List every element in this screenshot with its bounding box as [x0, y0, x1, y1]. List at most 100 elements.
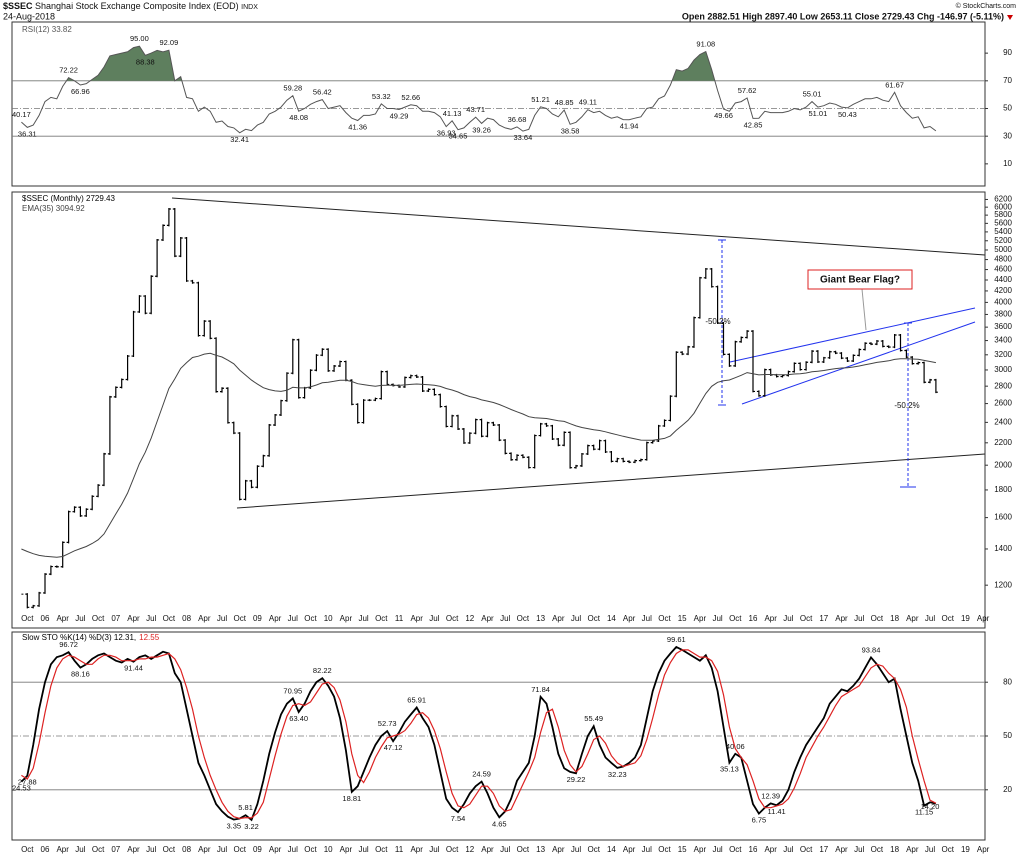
price-bar	[96, 484, 101, 498]
y-tick-label: 2800	[994, 381, 1012, 390]
data-label: 52.66	[401, 93, 420, 102]
price-bar	[196, 281, 201, 337]
x-tick-label: Oct	[871, 845, 884, 854]
price-bar	[869, 342, 873, 346]
price-bar	[385, 370, 390, 386]
data-label: 66.96	[71, 87, 90, 96]
data-label: 55.49	[584, 714, 603, 723]
x-tick-label: Apr	[906, 845, 919, 854]
x-tick-label: Apr	[623, 614, 636, 623]
data-label: 24.53	[12, 784, 31, 793]
price-bar	[697, 276, 702, 319]
x-tick-label: Apr	[198, 845, 211, 854]
price-bar	[579, 452, 584, 467]
price-bar	[633, 459, 637, 464]
price-bar	[119, 378, 124, 389]
price-bar	[143, 295, 148, 315]
data-label: 61.67	[885, 80, 904, 89]
data-label: 63.40	[289, 714, 308, 723]
x-tick-label: Oct	[871, 614, 884, 623]
data-label: 36.93	[437, 129, 456, 138]
data-label: 5.81	[238, 803, 253, 812]
y-tick-label: 4800	[994, 255, 1012, 264]
price-bar	[284, 372, 289, 402]
price-bar	[184, 236, 189, 282]
price-bar	[874, 340, 879, 346]
trendlines	[171, 197, 986, 509]
price-bar	[444, 405, 449, 428]
price-bar	[220, 387, 224, 393]
price-bar	[43, 573, 47, 594]
data-label: 55.01	[803, 90, 822, 99]
x-tick-label: Oct	[517, 845, 530, 854]
legend: Slow STO %K(14) %D(3) 12.31, 12.55	[22, 633, 160, 642]
price-bar	[886, 345, 891, 349]
data-label: 38.58	[561, 126, 580, 135]
x-tick-label: Apr	[127, 614, 140, 623]
price-bar	[37, 591, 42, 607]
x-tick-label: Jul	[75, 614, 85, 623]
price-bar	[833, 350, 838, 355]
x-tick-label: Apr	[764, 614, 777, 623]
price-bar	[314, 354, 319, 372]
x-tick-label: 11	[395, 614, 404, 623]
channel-lower	[741, 321, 976, 405]
data-label: 18.81	[342, 794, 361, 803]
data-label: 3.22	[244, 822, 259, 831]
data-label: 24.59	[472, 770, 491, 779]
y-tick-label: 1600	[994, 513, 1012, 522]
price-bar	[273, 413, 278, 427]
data-label: 4.65	[492, 819, 507, 828]
x-tick-label: Apr	[198, 614, 211, 623]
series-line	[21, 649, 937, 820]
y-tick-label: 5600	[994, 218, 1012, 227]
x-tick-label: 12	[465, 614, 474, 623]
y-tick-label: 3000	[994, 365, 1012, 374]
x-tick-label: Jul	[288, 614, 298, 623]
price-bar	[60, 541, 65, 568]
price-bar	[202, 320, 207, 337]
y-tick-label: 3600	[994, 322, 1012, 331]
price-bar	[491, 421, 496, 427]
x-tick-label: Apr	[694, 845, 707, 854]
price-bar	[166, 207, 171, 227]
price-bar	[497, 424, 502, 442]
data-label: 36.31	[18, 129, 37, 138]
x-tick-label: Oct	[233, 614, 246, 623]
panel-frame	[11, 191, 986, 629]
price-bar	[355, 403, 360, 424]
price-bar	[526, 456, 531, 469]
y-tick-label: 70	[1003, 76, 1012, 85]
price-bar	[249, 479, 254, 489]
price-bar	[302, 386, 307, 399]
down-arrow	[1007, 15, 1013, 20]
data-label: 49.29	[390, 111, 409, 120]
price-bar	[709, 267, 714, 288]
data-label: 56.42	[313, 88, 332, 97]
x-tick-label: 06	[41, 845, 50, 854]
data-label: 41.94	[620, 122, 639, 131]
y-tick-label: 4000	[994, 298, 1012, 307]
x-tick-label: 12	[465, 845, 474, 854]
price-bar	[190, 279, 195, 284]
x-tick-label: Apr	[977, 845, 990, 854]
x-tick-label: 19	[961, 845, 970, 854]
price-bar	[479, 418, 484, 438]
price-bar	[821, 356, 826, 363]
x-tick-label: Oct	[163, 614, 176, 623]
price-bar	[638, 458, 643, 462]
price-bar	[815, 350, 820, 363]
x-tick-label: 17	[819, 614, 828, 623]
x-tick-label: Apr	[340, 614, 353, 623]
price-bar	[349, 379, 354, 406]
price-bar	[320, 348, 325, 357]
price-bar	[568, 431, 573, 469]
x-tick-label: Jul	[146, 845, 156, 854]
legend: $SSEC (Monthly) 2729.43 EMA(35) 3094.92	[22, 194, 115, 213]
data-label: 11.41	[767, 807, 785, 816]
price-bar	[756, 390, 761, 397]
price-bar	[25, 593, 30, 609]
data-label: 88.38	[136, 57, 155, 66]
x-tick-label: Apr	[835, 845, 848, 854]
callout-box	[807, 269, 913, 290]
